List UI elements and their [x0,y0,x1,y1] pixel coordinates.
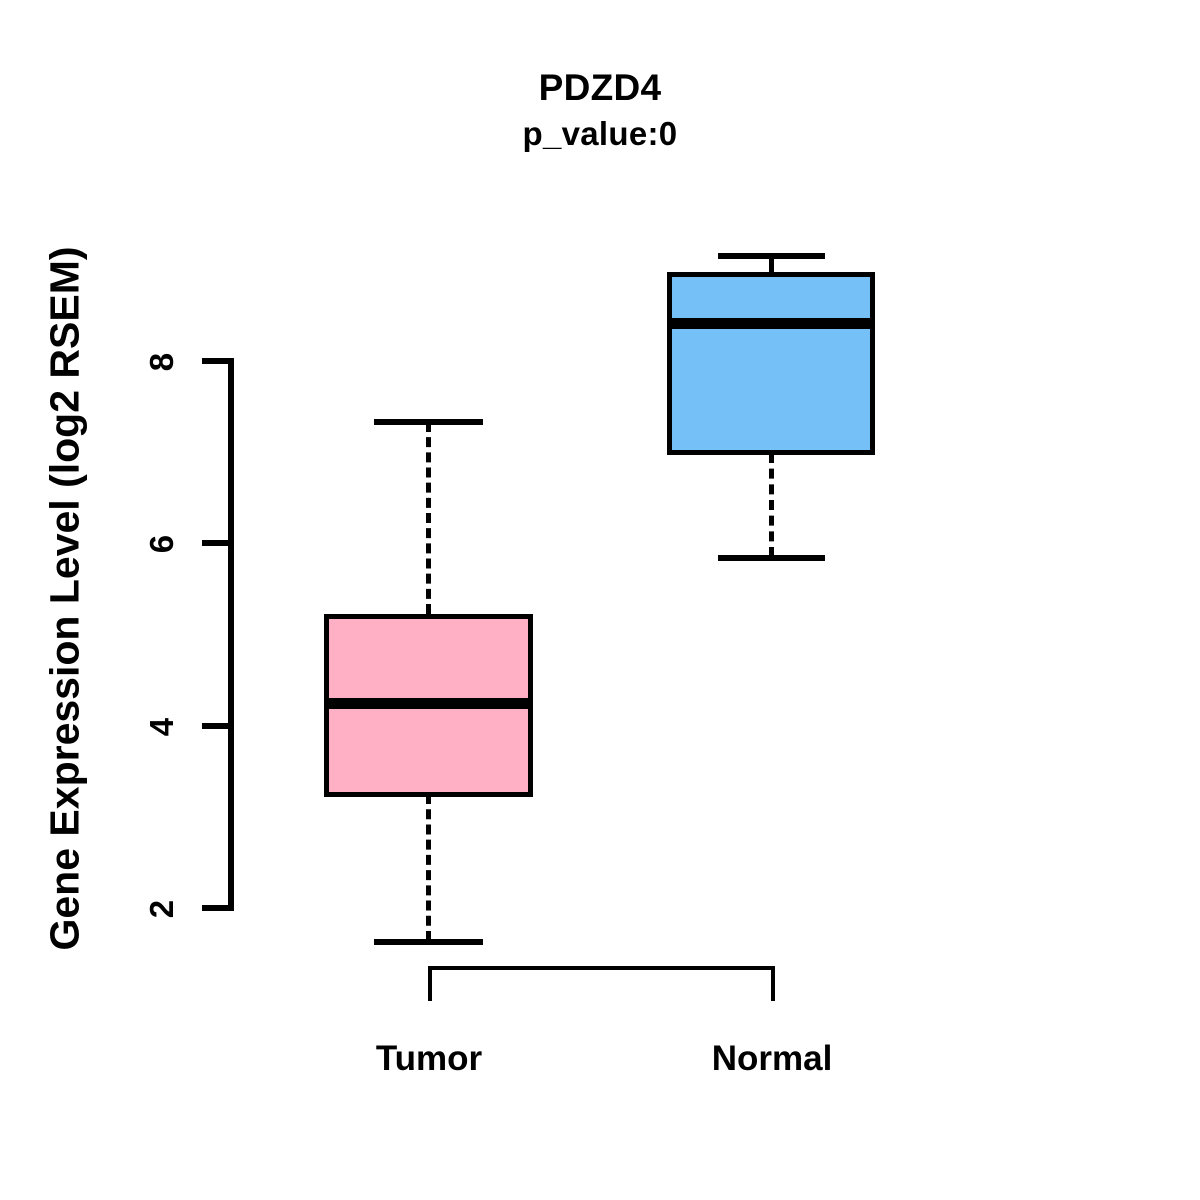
normal-box [667,272,875,455]
page-title: PDZD4 [538,67,662,108]
x-tick-label-tumor: Tumor [375,1039,483,1078]
y-axis-label: Gene Expression Level (log2 RSEM) [41,246,88,951]
tumor-lower-whisker-cap [374,939,483,945]
y-tick-label-2: 2 [143,899,180,919]
y-tick-mark-2 [202,905,234,911]
x-tick-mark-normal [771,966,775,1001]
y-tick-label-4: 4 [143,717,180,737]
normal-median-line [667,318,875,329]
title-block: PDZD4 p_value:0 [0,64,1200,156]
pvalue-subtitle: p_value:0 [522,115,678,152]
normal-upper-whisker [769,256,774,275]
y-tick-mark-8 [202,358,234,364]
y-axis-spine [228,358,234,911]
normal-lower-whisker [769,453,774,557]
x-axis-spine [428,966,775,970]
tumor-median-line [324,698,533,709]
y-tick-mark-6 [202,540,234,546]
y-tick-label-8: 8 [143,352,180,372]
tumor-upper-whisker [426,422,431,614]
x-tick-mark-tumor [428,966,432,1001]
y-tick-mark-4 [202,723,234,729]
tumor-lower-whisker [426,794,431,941]
normal-lower-whisker-cap [718,555,825,561]
y-tick-label-6: 6 [143,534,180,554]
x-tick-label-normal: Normal [711,1039,833,1078]
